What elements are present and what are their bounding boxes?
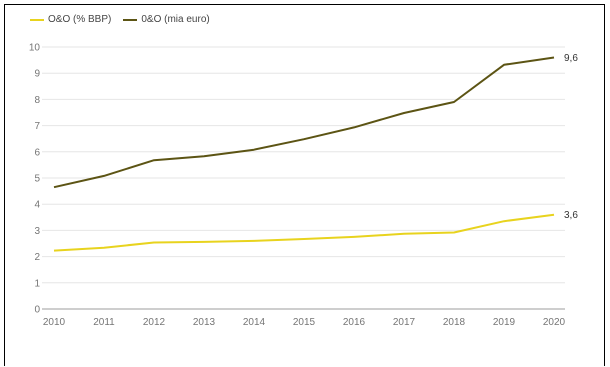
y-tick-label: 2 xyxy=(34,252,40,263)
y-tick-label: 8 xyxy=(34,95,40,106)
end-value-label: 9,6 xyxy=(564,53,578,64)
x-tick-label: 2013 xyxy=(193,317,216,328)
y-tick-label: 3 xyxy=(34,226,40,237)
x-tick-label: 2014 xyxy=(243,317,266,328)
x-tick-label: 2015 xyxy=(293,317,316,328)
y-tick-label: 6 xyxy=(34,147,40,158)
x-tick-label: 2019 xyxy=(493,317,516,328)
x-tick-label: 2020 xyxy=(543,317,566,328)
series-line-0 xyxy=(53,213,555,252)
x-tick-label: 2017 xyxy=(393,317,416,328)
series-line-1 xyxy=(53,56,555,189)
x-tick-label: 2010 xyxy=(43,317,66,328)
y-tick-label: 5 xyxy=(34,174,40,185)
legend-item-euro[interactable]: 0&O (mia euro) xyxy=(123,14,210,25)
y-tick-label: 7 xyxy=(34,121,40,132)
legend-label-euro: 0&O (mia euro) xyxy=(141,14,210,25)
y-tick-label: 1 xyxy=(34,278,40,289)
x-tick-label: 2016 xyxy=(343,317,366,328)
legend-swatch-euro xyxy=(123,18,138,21)
legend-label-bbp: O&O (% BBP) xyxy=(48,14,112,25)
x-tick-label: 2018 xyxy=(443,317,466,328)
y-tick-label: 0 xyxy=(34,305,40,316)
legend-swatch-bbp xyxy=(30,18,44,21)
y-tick-label: 9 xyxy=(34,69,40,80)
legend: O&O (% BBP) 0&O (mia euro) xyxy=(30,14,216,25)
chart-frame xyxy=(4,4,605,366)
x-tick-label: 2011 xyxy=(93,317,115,328)
x-tick-label: 2012 xyxy=(143,317,166,328)
y-tick-label: 10 xyxy=(29,43,41,54)
y-tick-label: 4 xyxy=(34,200,40,211)
legend-item-bbp[interactable]: O&O (% BBP) xyxy=(30,14,111,25)
end-value-label: 3,6 xyxy=(564,210,578,221)
